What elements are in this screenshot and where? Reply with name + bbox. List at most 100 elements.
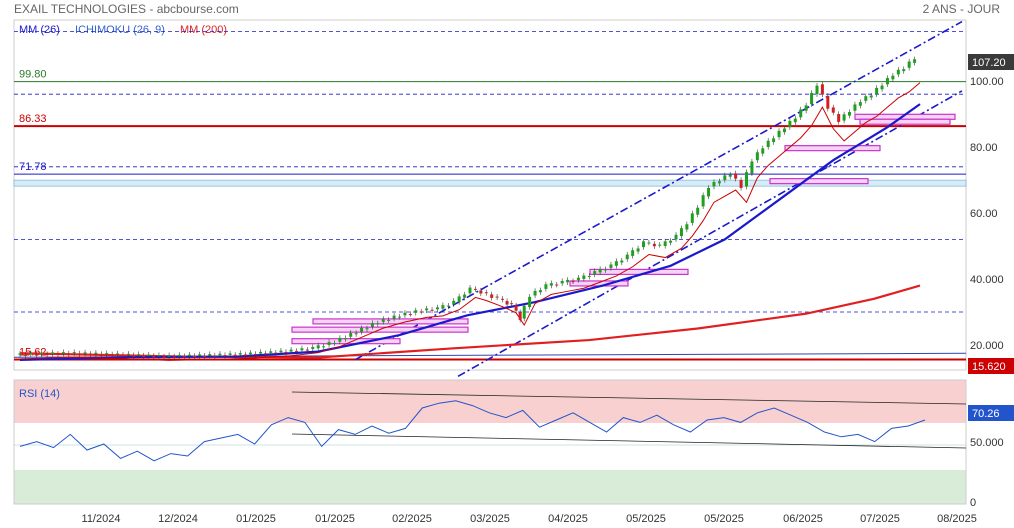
y-tick-label: 40.000 [970, 274, 1004, 286]
candle-body [885, 78, 889, 85]
low-marker-value: 15.620 [972, 361, 1006, 373]
x-tick-label: 05/2025 [626, 513, 666, 525]
candle-body [40, 352, 44, 355]
x-tick-label: 11/2024 [82, 513, 121, 525]
chart-period: 2 ANS - JOUR [922, 2, 1000, 16]
candle-body [61, 352, 65, 354]
channel-lower [457, 90, 963, 378]
candle-body [593, 271, 597, 275]
candle-body [501, 298, 505, 300]
chart-title: EXAIL TECHNOLOGIES - abcbourse.com [14, 2, 239, 16]
legend-mm200[interactable]: MM (200) [179, 24, 227, 36]
candle-body [728, 174, 732, 177]
candle-body [510, 303, 514, 305]
rsi-current-value: 70.26 [972, 408, 1000, 420]
candle-body [162, 356, 166, 358]
candle-body [203, 355, 207, 357]
candle-body [94, 352, 98, 354]
x-tick-label: 02/2025 [392, 513, 432, 525]
candle-body [690, 213, 694, 223]
candle-body [51, 352, 55, 354]
last-price-value: 107.20 [972, 57, 1006, 69]
candle-body [248, 352, 252, 355]
candle-body [193, 355, 197, 358]
candle-body [452, 300, 456, 305]
ichimoku-tenkan-line [19, 82, 921, 361]
mm26-line [19, 103, 921, 361]
candle-body [533, 290, 537, 296]
x-tick-label: 01/2025 [315, 513, 355, 525]
candle-body [707, 187, 711, 197]
candle-body [495, 296, 499, 298]
candle-body [110, 354, 114, 356]
legend-ichimoku[interactable]: ICHIMOKU (26, 9) [75, 24, 165, 36]
candle-body [435, 307, 439, 310]
candle-body [381, 318, 385, 322]
candle-body [853, 104, 857, 111]
candle-body [172, 356, 176, 358]
candle-body [631, 250, 635, 256]
candle-body [269, 351, 273, 353]
candle-body [279, 350, 283, 353]
price-zone-2 [291, 338, 401, 345]
candle-body [56, 353, 60, 355]
candle-body [625, 254, 629, 260]
candle-body [793, 118, 797, 123]
candle-body [647, 242, 651, 244]
candle-body [243, 354, 247, 356]
candle-body [522, 305, 526, 319]
candle-body [126, 353, 130, 355]
candle-body [403, 312, 407, 316]
candle-body [555, 284, 559, 286]
rsi-oversold-zone [14, 470, 966, 504]
indicator-legend: MM (26) ICHIMOKU (26, 9) MM (200) [19, 24, 239, 36]
candle-body [772, 138, 776, 143]
candle-body [777, 130, 781, 138]
candle-body [739, 180, 743, 188]
candle-body [902, 69, 906, 72]
candle-body [208, 354, 212, 356]
candle-body [147, 354, 151, 356]
candle-body [457, 296, 461, 303]
candle-body [29, 353, 33, 355]
candle-body [425, 308, 429, 311]
x-tick-label: 06/2025 [783, 513, 823, 525]
candle-body [167, 355, 171, 357]
x-tick-label: 01/2025 [236, 513, 276, 525]
candle-body [810, 92, 814, 105]
candle-body [815, 85, 819, 95]
candle-body [723, 175, 727, 180]
candle-body [880, 85, 884, 90]
candle-body [152, 355, 156, 358]
last-price-badge [968, 54, 1014, 70]
candle-body [228, 353, 232, 355]
candle-body [83, 352, 87, 354]
candle-body [177, 354, 181, 357]
candle-body [484, 292, 488, 294]
candle-body [538, 290, 542, 293]
x-tick-label: 03/2025 [470, 513, 510, 525]
rsi-upper-trend [291, 391, 967, 405]
candle-body [609, 264, 613, 268]
candle-body [652, 243, 656, 247]
candle-body [549, 283, 553, 286]
candle-body [137, 354, 141, 356]
candle-body [116, 353, 120, 355]
candle-body [392, 315, 396, 319]
legend-mm26[interactable]: MM (26) [19, 24, 60, 36]
candle-body [157, 355, 161, 357]
candle-body [343, 338, 347, 340]
candle-body [907, 61, 911, 68]
candle-body [419, 311, 423, 313]
price-zone-0 [312, 318, 469, 325]
candle-body [604, 269, 608, 271]
candle-body [121, 354, 125, 357]
candle-body [67, 353, 71, 355]
candle-body [734, 173, 738, 179]
price-panel [13, 19, 967, 371]
y-tick-label: 80.00 [970, 142, 998, 154]
candle-body [826, 95, 830, 109]
price-zone-6 [784, 145, 881, 152]
candle-body [398, 316, 402, 318]
